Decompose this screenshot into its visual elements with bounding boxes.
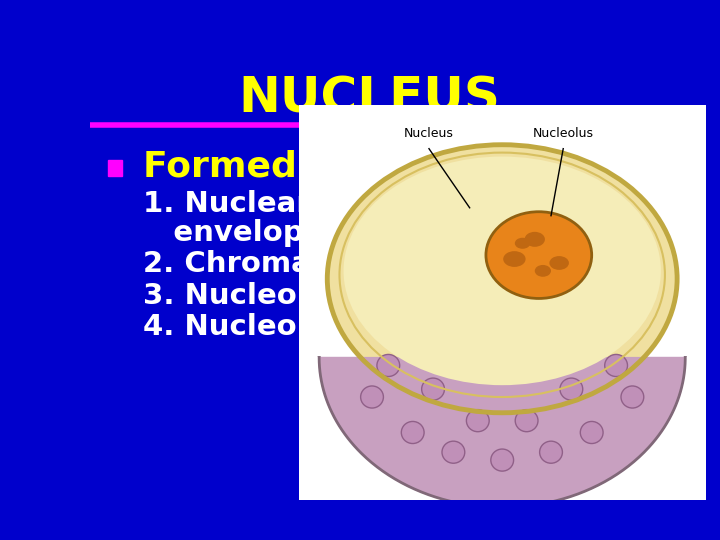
- Ellipse shape: [503, 251, 526, 267]
- Circle shape: [422, 378, 444, 400]
- Text: Nucleus: Nucleus: [404, 127, 454, 140]
- Text: Formed of:: Formed of:: [143, 150, 364, 184]
- Ellipse shape: [525, 232, 545, 247]
- Bar: [299, 357, 706, 500]
- Text: 4. Nucleoplasm: 4. Nucleoplasm: [143, 313, 395, 341]
- Ellipse shape: [515, 238, 530, 249]
- Circle shape: [377, 354, 400, 376]
- Text: Nucleolus: Nucleolus: [533, 127, 594, 140]
- Circle shape: [467, 410, 489, 431]
- Polygon shape: [319, 357, 685, 508]
- Polygon shape: [319, 357, 685, 508]
- Circle shape: [605, 354, 628, 376]
- Circle shape: [580, 421, 603, 443]
- Ellipse shape: [343, 157, 661, 385]
- Text: NUCLEUS: NUCLEUS: [238, 75, 500, 123]
- Circle shape: [621, 386, 644, 408]
- Circle shape: [539, 441, 562, 463]
- Bar: [108, 160, 122, 176]
- Text: 1. Nuclear: 1. Nuclear: [143, 190, 310, 218]
- Circle shape: [401, 421, 424, 443]
- Circle shape: [560, 378, 582, 400]
- Circle shape: [361, 386, 384, 408]
- Ellipse shape: [328, 145, 677, 413]
- Ellipse shape: [535, 265, 551, 277]
- Circle shape: [442, 441, 465, 463]
- Text: 3. Nucleolus: 3. Nucleolus: [143, 281, 345, 309]
- Circle shape: [491, 449, 513, 471]
- Text: 2. Chromatin: 2. Chromatin: [143, 251, 356, 279]
- Ellipse shape: [486, 212, 592, 299]
- Text: envelope: envelope: [143, 219, 323, 247]
- Circle shape: [516, 410, 538, 431]
- Ellipse shape: [549, 256, 569, 270]
